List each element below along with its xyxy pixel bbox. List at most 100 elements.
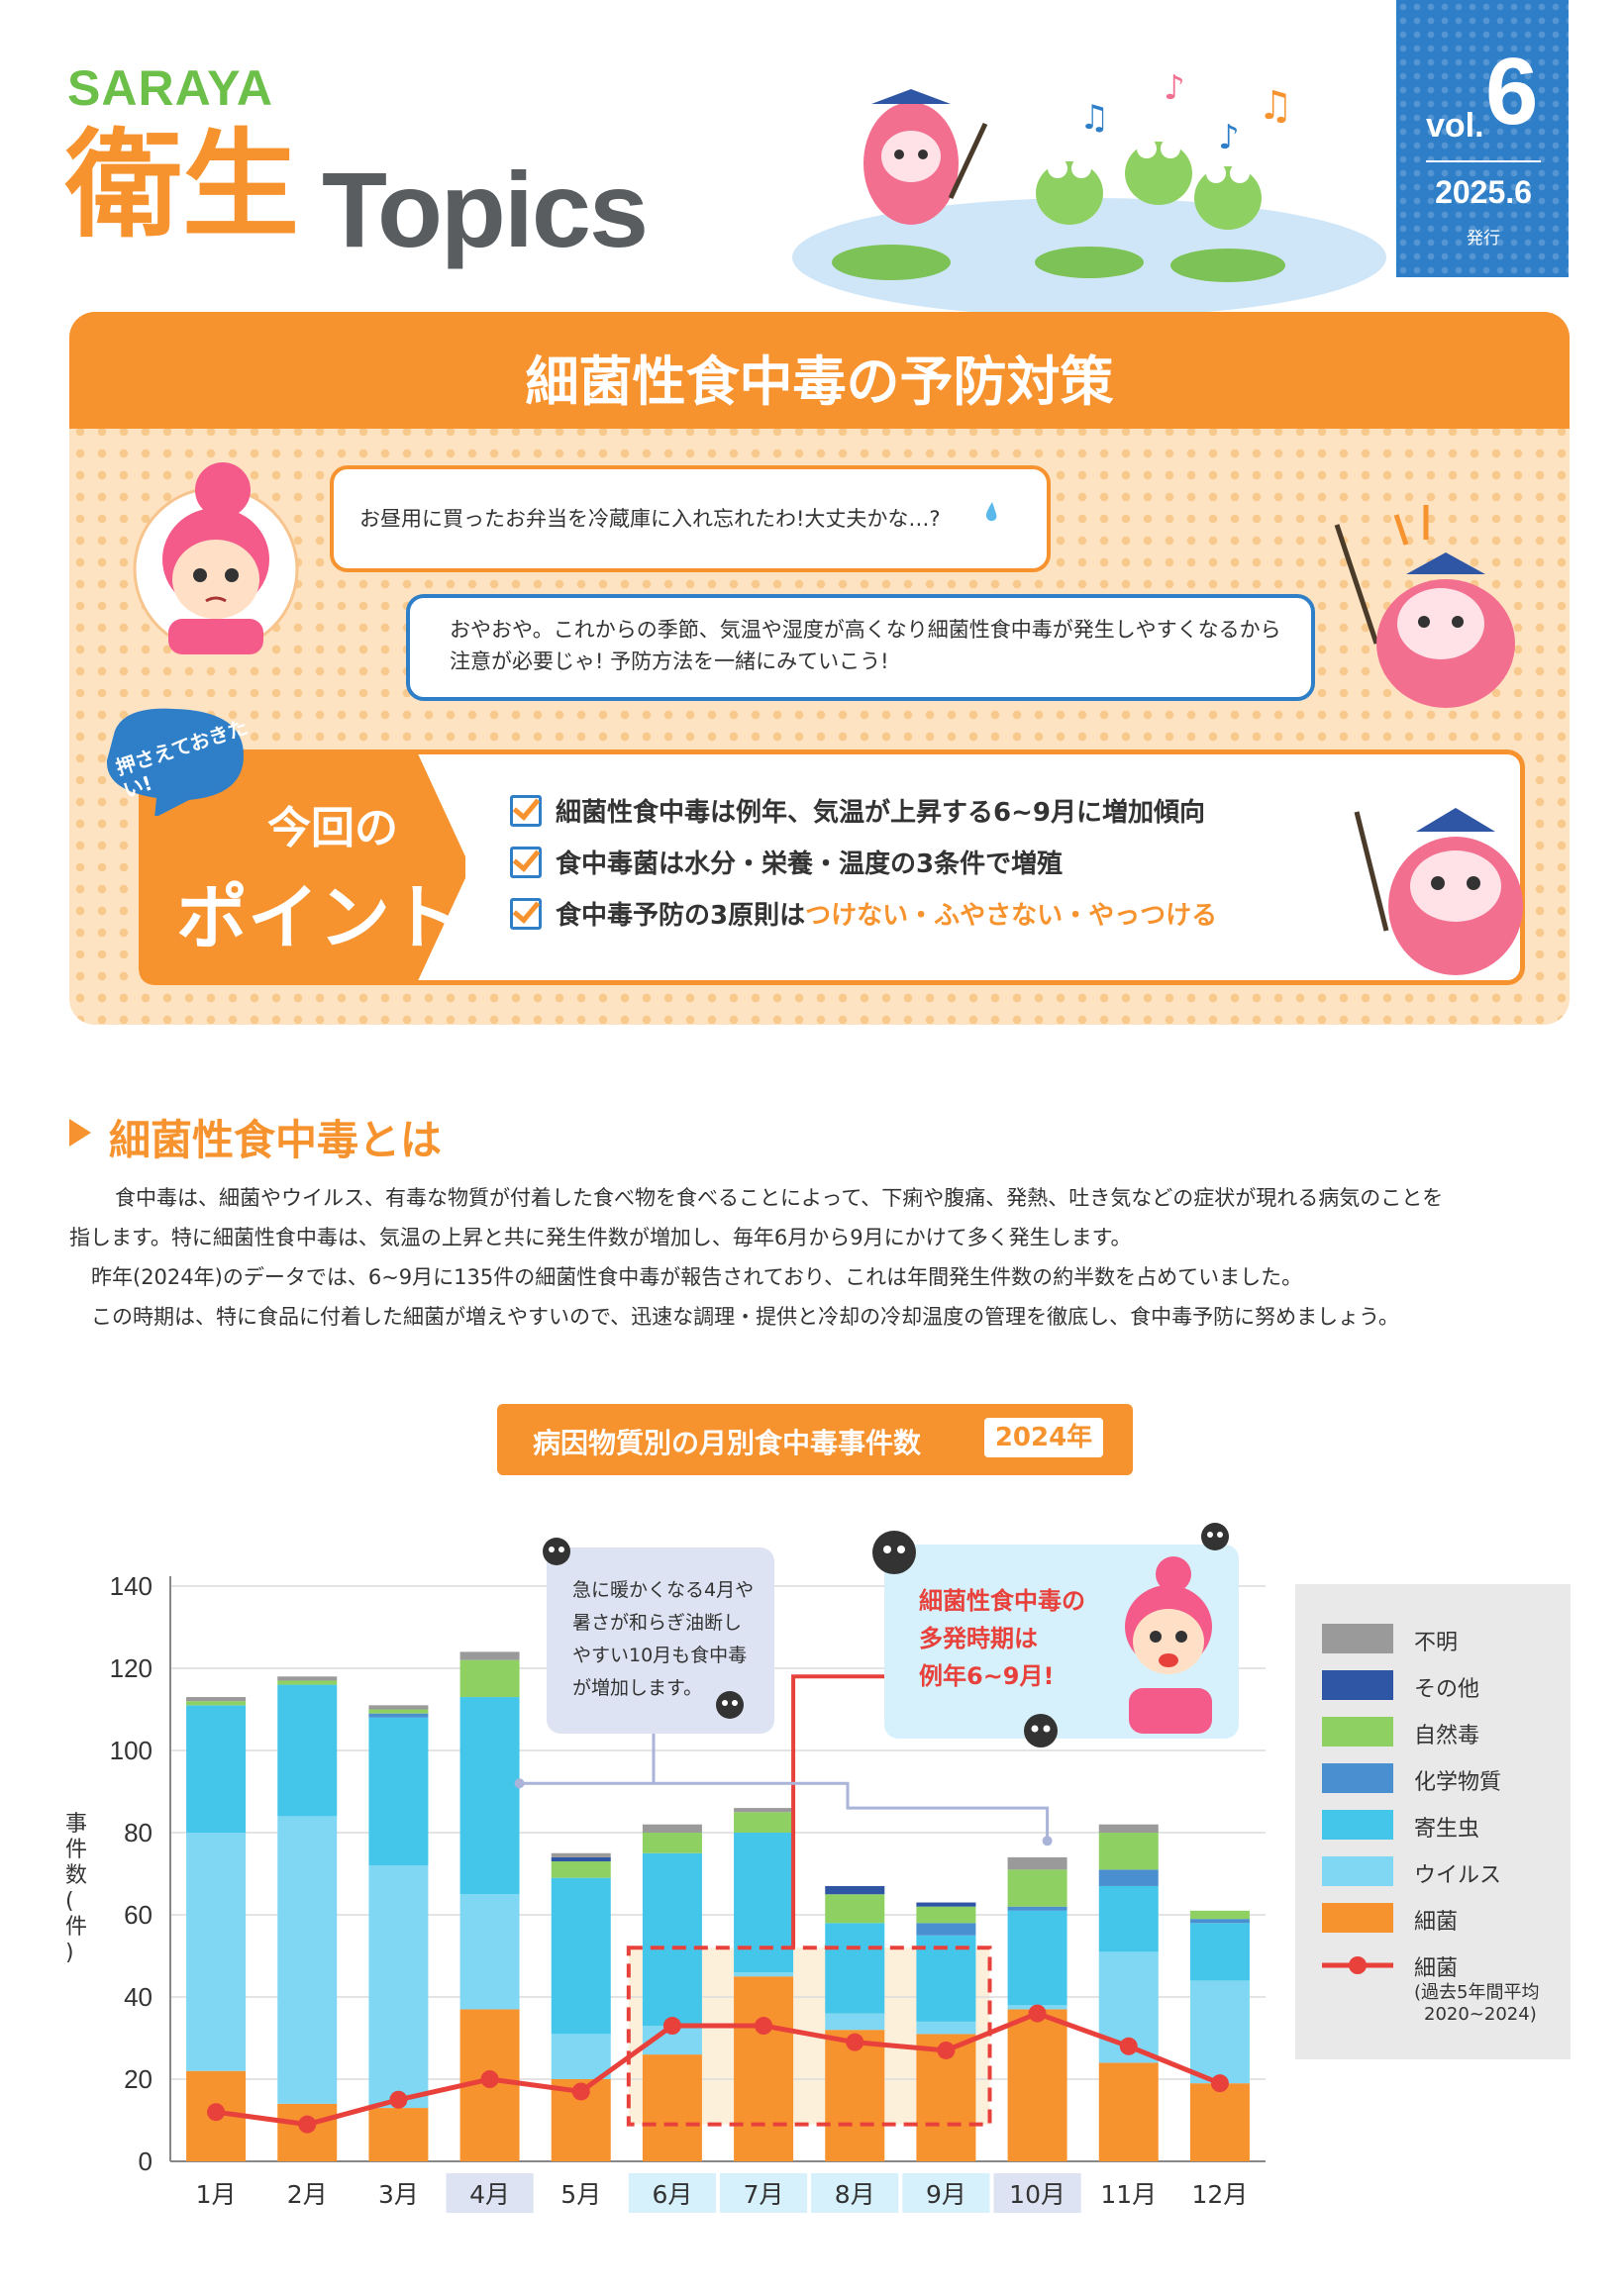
bar-segment <box>642 1833 702 1853</box>
point-item: 食中毒予防の3原則はつけない・ふやさない・やっつける <box>510 895 1217 933</box>
bar-segment <box>186 1705 247 1833</box>
speech-bubble-bird: おやおや。これからの季節、気温や湿度が高くなり細菌性食中毒が発生しやすくなるから… <box>406 594 1315 701</box>
line-point <box>755 2017 773 2036</box>
bar-segment <box>642 1852 702 2027</box>
line-point <box>571 2082 590 2101</box>
bar-segment <box>1007 1856 1067 1870</box>
bar-segment <box>277 1684 338 1817</box>
legend-swatch-bacteria <box>1322 1903 1393 1933</box>
section-arrow-icon <box>69 1119 91 1147</box>
bar-segment <box>1189 1919 1250 1924</box>
callout-left-line: やすい10月も食中毒 <box>572 1645 748 1666</box>
speech-bubble-girl: お昼用に買ったお弁当を冷蔵庫に入れ忘れたわ!大丈夫かな…? <box>330 465 1051 572</box>
chart-title: 病因物質別の月別食中毒事件数 <box>533 1427 922 1459</box>
line-point <box>389 2090 408 2109</box>
bar-segment <box>551 2034 611 2079</box>
bar-segment <box>459 1697 520 1895</box>
worried-girl-character <box>1125 1556 1212 1734</box>
bar-segment <box>916 1906 976 1924</box>
points-tab <box>139 749 465 985</box>
bar-segment <box>825 1923 885 2014</box>
volume-label: vol. <box>1426 107 1484 145</box>
legend-label: 化学物質 <box>1414 1770 1502 1795</box>
month-highlight <box>902 2173 990 2213</box>
legend-label: ウイルス <box>1414 1863 1502 1888</box>
line-point <box>662 2017 681 2036</box>
brand-logo: SARAYA <box>67 60 273 116</box>
bar-segment <box>642 2054 702 2161</box>
y-tick-label: 60 <box>124 1900 152 1930</box>
points-title-top: 今回の <box>267 803 398 853</box>
volume-badge <box>1396 0 1569 277</box>
bar-segment <box>551 1856 611 1862</box>
connector-dot <box>514 1778 525 1789</box>
legend-swatch-natural-toxin <box>1322 1717 1393 1747</box>
bar-segment <box>551 1852 611 1857</box>
germ-icon <box>1201 1523 1229 1550</box>
germ-icon <box>543 1538 570 1565</box>
bar-segment <box>1007 1869 1067 1907</box>
legend-note: 2020~2024) <box>1424 2004 1537 2025</box>
legend-label: 細菌 <box>1414 1956 1459 1981</box>
bar-segment <box>1007 1906 1067 1911</box>
callout-right-text: 細菌性食中毒の 多発時期は 例年6~9月! <box>919 1582 1085 1695</box>
callout-left-connector-left <box>519 1734 656 1785</box>
y-tick-label: 80 <box>124 1818 152 1847</box>
legend-swatch-bacteria-average <box>1322 1956 1393 1974</box>
paragraph-line: 食中毒は、細菌やウイルス、有毒な物質が付着した食べ物を食べることによって、下痢や… <box>115 1186 1444 1210</box>
line-point <box>846 2033 864 2051</box>
month-highlight <box>720 2173 808 2213</box>
bar-segment <box>916 2021 976 2035</box>
speech-text-bird-line1: おやおや。これからの季節、気温や湿度が高くなり細菌性食中毒が発生しやすくなるから <box>450 618 1281 642</box>
sweat-drop-icon <box>985 502 997 522</box>
x-tick-label: 8月 <box>835 2180 875 2209</box>
paragraph-line: 指します。特に細菌性食中毒は、気温の上昇と共に発生件数が増加し、毎年6月から9月… <box>69 1226 1132 1249</box>
checkbox-icon <box>510 897 542 930</box>
bar-segment <box>368 1705 429 1710</box>
line-point <box>1119 2037 1138 2055</box>
callout-left-line: が増加します。 <box>572 1677 703 1699</box>
girl-character <box>133 462 299 654</box>
x-tick-label: 1月 <box>196 2180 237 2209</box>
bar-segment <box>1007 1910 1067 2006</box>
bar-segment <box>642 1824 702 1833</box>
bar-segment <box>916 1935 976 2022</box>
bar-segment <box>825 2030 885 2161</box>
callout-left-connector-right <box>654 1781 1050 1842</box>
x-tick-label: 5月 <box>560 2180 601 2209</box>
bird-character <box>1334 505 1515 708</box>
points-badge <box>106 708 244 816</box>
x-tick-label: 6月 <box>652 2180 692 2209</box>
legend-swatch-unknown <box>1322 1624 1393 1653</box>
bar-segment <box>186 1701 247 1706</box>
callout-right-connector <box>791 1674 884 1948</box>
volume-number: 6 <box>1485 39 1539 145</box>
bar-segment <box>551 1877 611 2035</box>
issue-label: 発行 <box>1467 229 1500 249</box>
point-item: 細菌性食中毒は例年、気温が上昇する6~9月に増加傾向 <box>510 792 1205 830</box>
bar-segment <box>368 1717 429 1866</box>
chart-y-axis-label: 事件数(件) <box>65 1812 88 1965</box>
bar-segment <box>368 1865 429 2109</box>
month-highlight <box>446 2173 534 2213</box>
legend-label: 寄生虫 <box>1414 1817 1480 1842</box>
bar-segment <box>734 1972 794 1977</box>
bar-segment <box>277 1816 338 2104</box>
y-tick-label: 0 <box>139 2146 152 2176</box>
point-text: 細菌性食中毒は例年、気温が上昇する6~9月に増加傾向 <box>556 798 1205 828</box>
bar-segment <box>368 1709 429 1714</box>
main-title: 細菌性食中毒の予防対策 <box>525 350 1114 413</box>
issue-date: 2025.6 <box>1435 174 1532 210</box>
bar-segment <box>734 1976 794 2161</box>
point-text: 食中毒予防の3原則は <box>556 901 806 931</box>
point-highlight: つけない・ふやさない・やっつける <box>805 901 1218 931</box>
bar-segment <box>277 1676 338 1681</box>
point-text: 食中毒菌は水分・栄養・温度の3条件で増殖 <box>556 849 1064 879</box>
y-tick-label: 140 <box>110 1571 152 1601</box>
bar-segment <box>1189 1923 1250 1981</box>
svg-text:♪: ♪ <box>1164 68 1185 108</box>
bar-segment <box>1098 1824 1159 1833</box>
y-tick-label: 20 <box>124 2064 152 2094</box>
bar-segment <box>916 1923 976 1936</box>
bar-segment <box>734 1812 794 1833</box>
